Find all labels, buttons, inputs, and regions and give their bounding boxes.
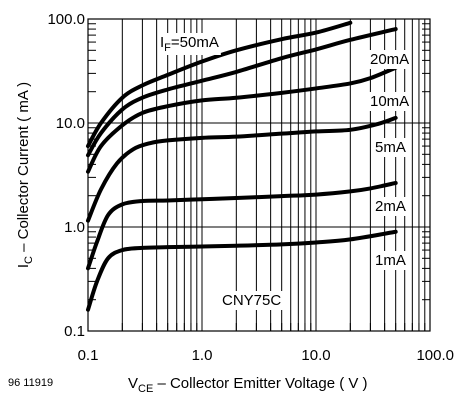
x-tick-label: 0.1 xyxy=(78,347,99,364)
x-tick-label: 1.0 xyxy=(192,347,213,364)
series-label-50mA: IF=50mA xyxy=(160,34,219,54)
series-line-2mA xyxy=(86,180,398,271)
series-label-bg xyxy=(373,251,408,270)
series-line-5mA xyxy=(86,115,398,223)
y-axis-label: IC – Collector Current ( mA ) xyxy=(15,82,35,268)
series-labels: IF=50mA 20mA 10mA 5mA 2mA 1mA xyxy=(158,33,412,270)
series-label-5mA: 5mA xyxy=(375,139,406,156)
series-line-50mA xyxy=(86,20,353,149)
series-line-10mA xyxy=(86,65,398,174)
series-lines xyxy=(86,20,398,312)
figure-id: 96 11919 xyxy=(8,377,53,389)
y-tick-label: 0.1 xyxy=(64,323,85,340)
x-axis-label: VCE – Collector Emitter Voltage ( V ) xyxy=(128,375,368,395)
x-tick-label: 100.0 xyxy=(416,347,454,364)
y-tick-label: 1.0 xyxy=(64,219,85,236)
axis-text: CNY75C 0.1 1.0 10.0 100.0 0.1 1.0 10.0 100.0 VCE … xyxy=(8,11,454,395)
series-label-2mA: 2mA xyxy=(375,198,406,215)
plot-area xyxy=(87,18,431,332)
y-tick-label: 100.0 xyxy=(47,11,85,28)
series-label-bg xyxy=(368,92,412,111)
series-label-10mA: 10mA xyxy=(370,93,409,110)
series-label-20mA: 20mA xyxy=(370,51,409,68)
device-label: CNY75C xyxy=(222,292,281,309)
device-label-bg xyxy=(219,291,285,310)
x-tick-label: 10.0 xyxy=(301,347,330,364)
series-label-bg xyxy=(158,33,221,55)
series-line-20mA xyxy=(86,27,398,158)
series-label-bg xyxy=(368,50,412,69)
series-label-bg xyxy=(373,138,408,157)
series-line-1mA xyxy=(86,229,398,312)
series-label-1mA: 1mA xyxy=(375,252,406,269)
series-label-bg xyxy=(373,197,408,216)
y-tick-label: 10.0 xyxy=(56,115,85,132)
ticks xyxy=(88,23,430,331)
